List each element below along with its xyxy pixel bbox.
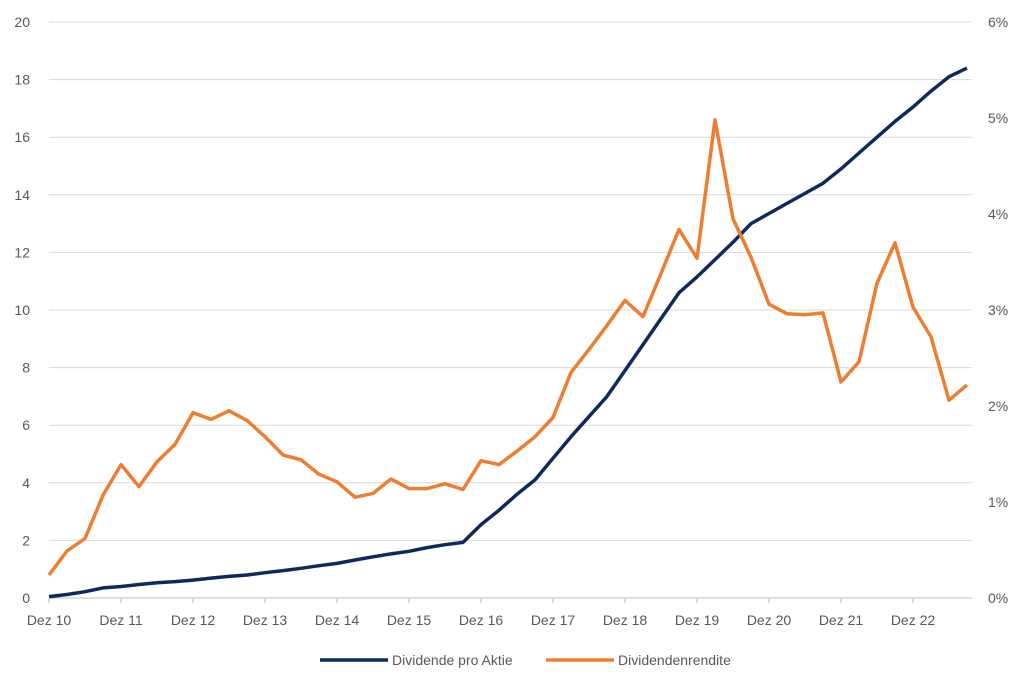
x-tick-label: Dez 14 [315,612,360,628]
left-tick-label: 0 [22,590,30,606]
legend-label-yield: Dividendenrendite [618,652,731,668]
left-tick-label: 8 [22,360,30,376]
right-axis: 0% 1% 2% 3% 4% 5% 6% [988,14,1008,606]
x-tick-label: Dez 12 [171,612,216,628]
x-tick-label: Dez 18 [603,612,648,628]
left-tick-label: 20 [14,14,30,30]
left-tick-label: 2 [22,532,30,548]
left-tick-label: 10 [14,302,30,318]
right-tick-label: 2% [988,398,1008,414]
left-axis: 0 2 4 6 8 10 12 14 16 18 20 [14,14,30,606]
right-tick-label: 1% [988,494,1008,510]
x-tick-label: Dez 11 [99,612,143,628]
left-tick-label: 6 [22,417,30,433]
x-tick-label: Dez 16 [459,612,504,628]
series-lines [47,66,969,599]
left-tick-label: 12 [14,244,30,260]
x-tick-label: Dez 19 [675,612,720,628]
left-tick-label: 16 [14,129,30,145]
x-tick-label: Dez 10 [27,612,72,628]
x-tick-label: Dez 21 [819,612,864,628]
right-tick-label: 5% [988,110,1008,126]
x-tick-label: Dez 15 [387,612,432,628]
right-tick-label: 3% [988,302,1008,318]
dividend-line [48,66,968,599]
left-tick-label: 18 [14,72,30,88]
right-tick-label: 6% [988,14,1008,30]
yield-line [47,118,969,577]
x-tick-label: Dez 22 [891,612,936,628]
x-axis: Dez 10 Dez 11 Dez 12 Dez 13 Dez 14 Dez 15 Dez … [27,598,936,628]
gridlines [49,21,972,599]
x-tick-label: Dez 17 [531,612,576,628]
left-tick-label: 4 [22,475,30,491]
left-tick-label: 14 [14,187,30,203]
x-tick-label: Dez 20 [747,612,792,628]
legend: Dividende pro Aktie Dividendenrendite [320,652,731,668]
right-tick-label: 4% [988,206,1008,222]
legend-label-dividend: Dividende pro Aktie [392,652,513,668]
right-tick-label: 0% [988,590,1008,606]
x-tick-label: Dez 13 [243,612,288,628]
